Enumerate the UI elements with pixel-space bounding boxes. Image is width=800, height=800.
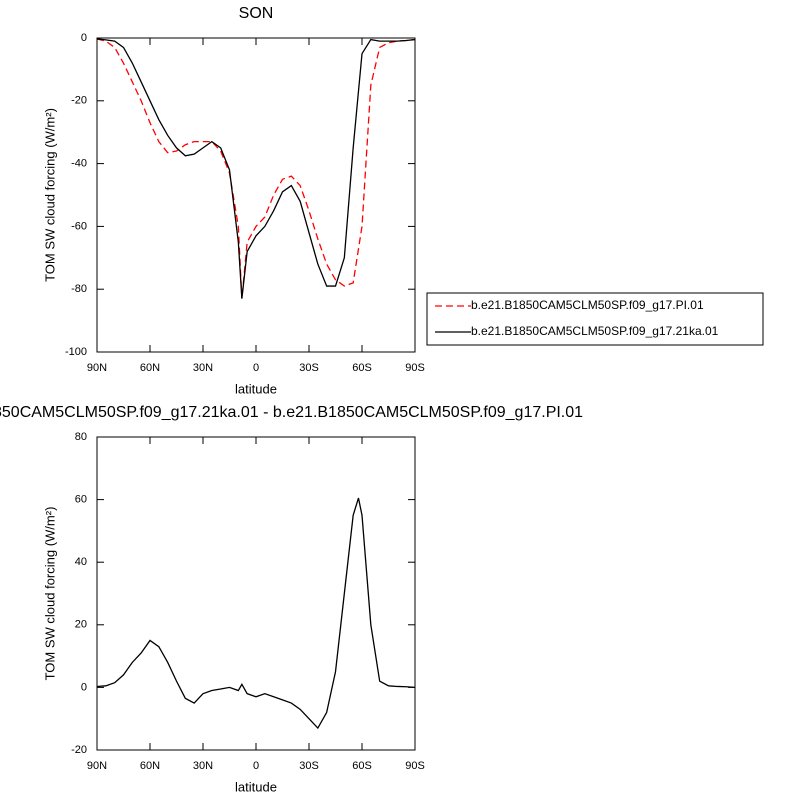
x-tick-label: 30S — [299, 760, 319, 772]
y-tick-label: -80 — [71, 283, 87, 295]
plot-frame — [96, 436, 416, 751]
y-tick-label: 80 — [75, 431, 87, 443]
legend-label: b.e21.B1850CAM5CLM50SP.f09_g17.PI.01 — [471, 298, 704, 312]
legend-box — [426, 292, 764, 346]
series-line — [96, 38, 416, 299]
x-tick-label: 30N — [193, 362, 213, 374]
y-tick-label: -100 — [65, 346, 87, 358]
x-axis-label: latitude — [235, 779, 277, 794]
chart-title: SON — [239, 5, 274, 22]
x-tick-label: 60N — [140, 362, 160, 374]
y-tick-label: -60 — [71, 220, 87, 232]
x-tick-label: 0 — [253, 362, 259, 374]
y-tick-label: 20 — [75, 619, 87, 631]
x-tick-label: 30S — [299, 362, 319, 374]
legend-label: b.e21.B1850CAM5CLM50SP.f09_g17.21ka.01 — [471, 324, 719, 338]
y-tick-label: 0 — [81, 681, 87, 693]
series-line — [96, 497, 416, 730]
y-axis-label: TOM SW cloud forcing (W/m²) — [42, 507, 57, 681]
x-tick-label: 60N — [140, 760, 160, 772]
y-tick-label: -40 — [71, 158, 87, 170]
x-tick-label: 90N — [87, 760, 107, 772]
y-tick-label: 40 — [75, 556, 87, 568]
x-axis-label: latitude — [235, 381, 277, 396]
x-tick-label: 60S — [352, 760, 372, 772]
x-tick-label: 90S — [405, 362, 425, 374]
chart-title: b.e21.B1850CAM5CLM50SP.f09_g17.21ka.01 -… — [0, 404, 583, 421]
x-tick-label: 30N — [193, 760, 213, 772]
y-tick-label: -20 — [71, 744, 87, 756]
series-line — [96, 38, 416, 299]
y-tick-label: 60 — [75, 494, 87, 506]
x-tick-label: 90N — [87, 362, 107, 374]
x-tick-label: 60S — [352, 362, 372, 374]
y-axis-label: TOM SW cloud forcing (W/m²) — [42, 108, 57, 282]
plot-frame — [96, 37, 416, 353]
x-tick-label: 90S — [405, 760, 425, 772]
y-tick-label: -20 — [71, 95, 87, 107]
y-tick-label: 0 — [81, 32, 87, 44]
x-tick-label: 0 — [253, 760, 259, 772]
